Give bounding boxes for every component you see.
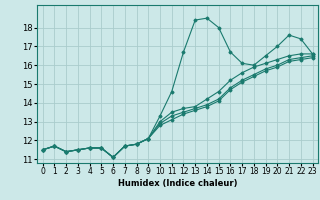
X-axis label: Humidex (Indice chaleur): Humidex (Indice chaleur): [118, 179, 237, 188]
